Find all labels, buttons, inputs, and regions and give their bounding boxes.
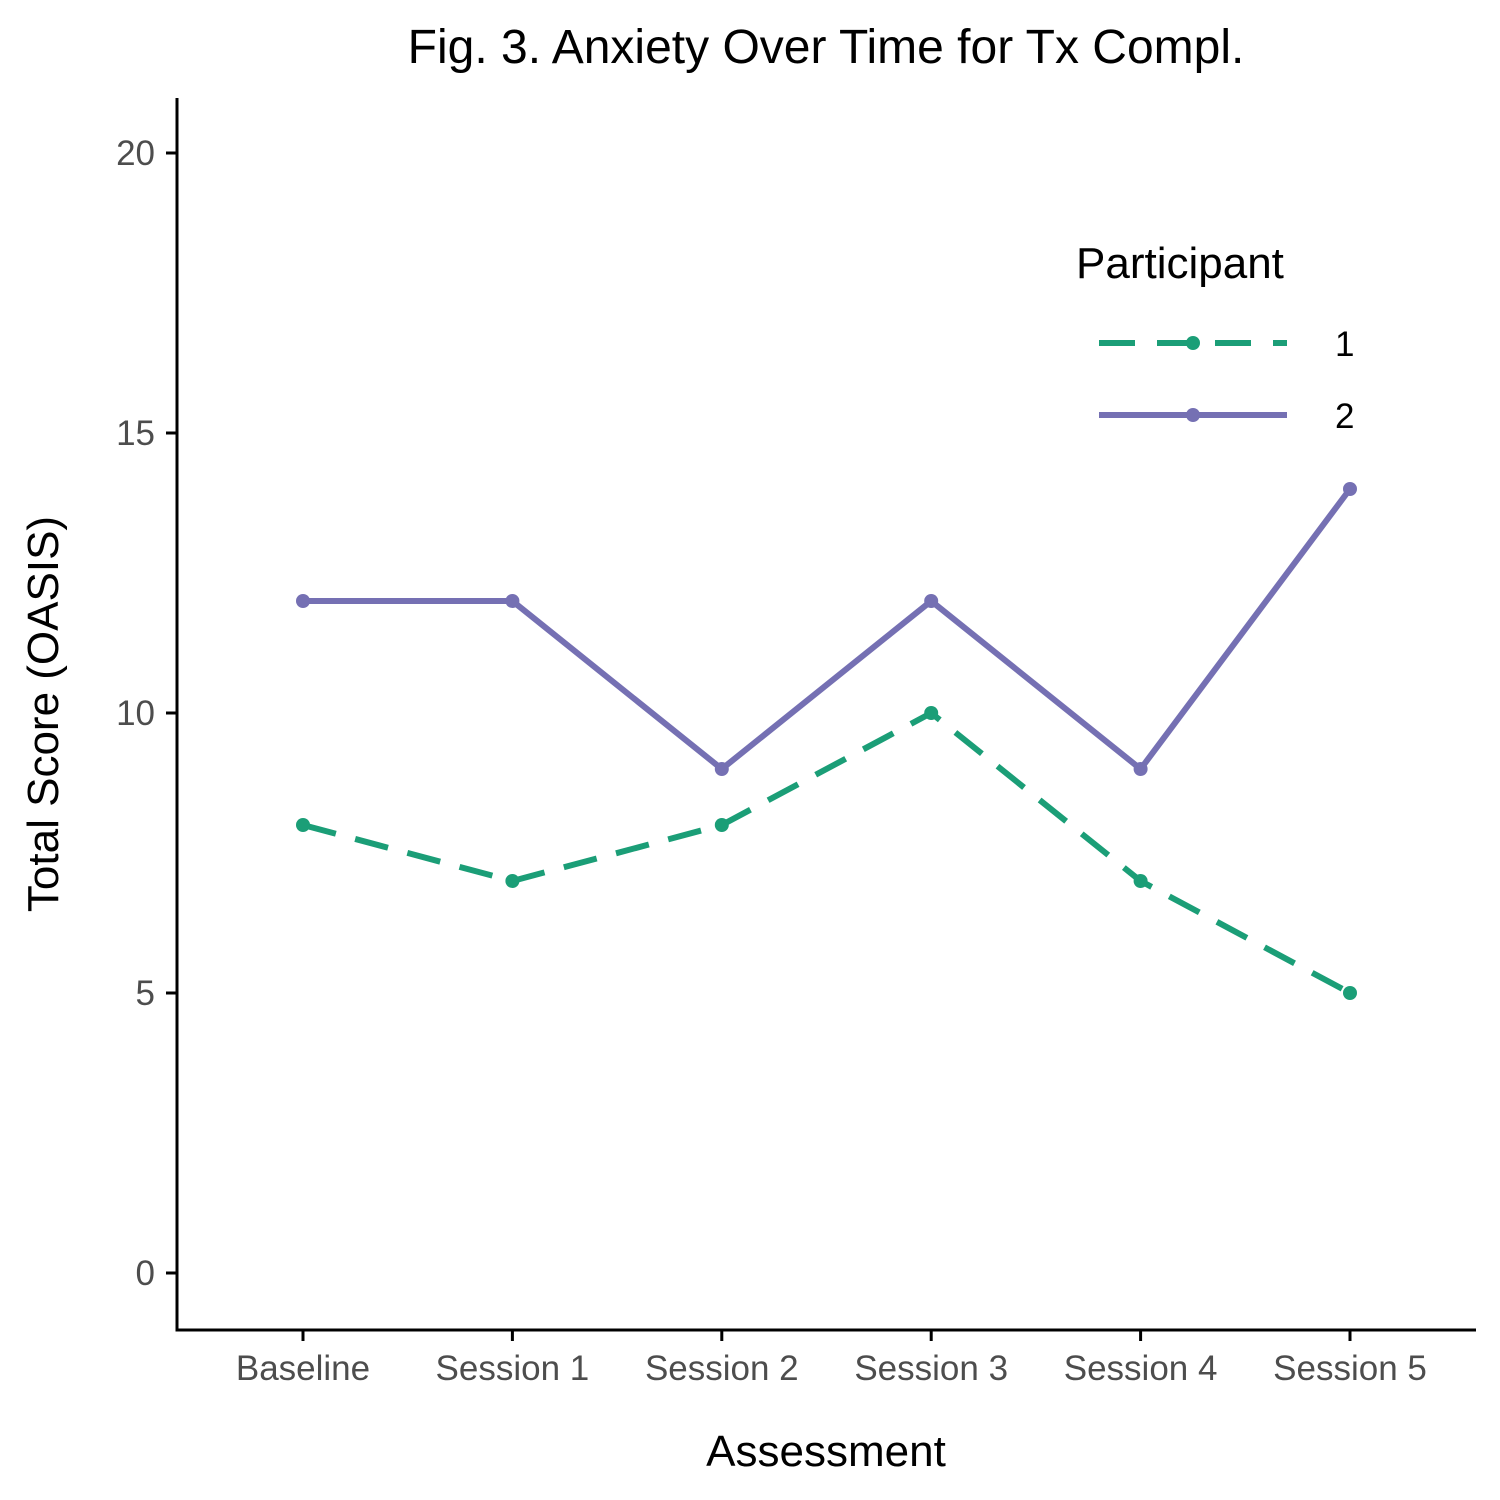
y-tick-label: 20 [116, 134, 155, 173]
series-1-line [302, 710, 1352, 996]
x-axis-ticks: Baseline Session 1 Session 2 Session 3 Sessi… [236, 1330, 1427, 1388]
series-2-point [296, 594, 310, 608]
x-tick-label: Session 2 [645, 1349, 799, 1388]
series-1-point [714, 818, 729, 832]
x-tick-label: Session 5 [1273, 1349, 1427, 1388]
legend-title: Participant [1076, 239, 1284, 288]
series-2-point [924, 594, 939, 608]
series-1-point [1343, 986, 1357, 1000]
legend: Participant 1 2 [1076, 239, 1354, 436]
series-lines [302, 487, 1353, 996]
series-1-point [505, 874, 520, 888]
x-axis-title: Assessment [706, 1427, 946, 1476]
y-tick-label: 5 [136, 974, 155, 1013]
series-2-point [714, 762, 729, 776]
y-axis-ticks: 0 5 10 15 20 [116, 134, 177, 1293]
series-2-point [1133, 762, 1148, 776]
series-1-point [296, 818, 310, 832]
legend-key-1-point [1186, 336, 1200, 350]
y-axis-title: Total Score (OASIS) [19, 516, 68, 912]
series-2-point [1343, 482, 1357, 496]
x-tick-label: Session 3 [854, 1349, 1008, 1388]
x-tick-label: Baseline [236, 1349, 370, 1388]
series-2-line [303, 487, 1353, 772]
series-points [296, 482, 1357, 1000]
y-tick-label: 15 [116, 414, 155, 453]
series-1-point [1133, 874, 1148, 888]
x-tick-label: Session 4 [1064, 1349, 1218, 1388]
chart-title: Fig. 3. Anxiety Over Time for Tx Compl. [408, 21, 1245, 74]
series-1-point [924, 706, 939, 720]
legend-label: 1 [1335, 325, 1354, 364]
x-tick-label: Session 1 [436, 1349, 590, 1388]
legend-label: 2 [1335, 397, 1354, 436]
y-tick-label: 0 [136, 1254, 155, 1293]
y-tick-label: 10 [116, 694, 155, 733]
legend-key-2-point [1186, 408, 1200, 422]
series-2-point [505, 594, 520, 608]
